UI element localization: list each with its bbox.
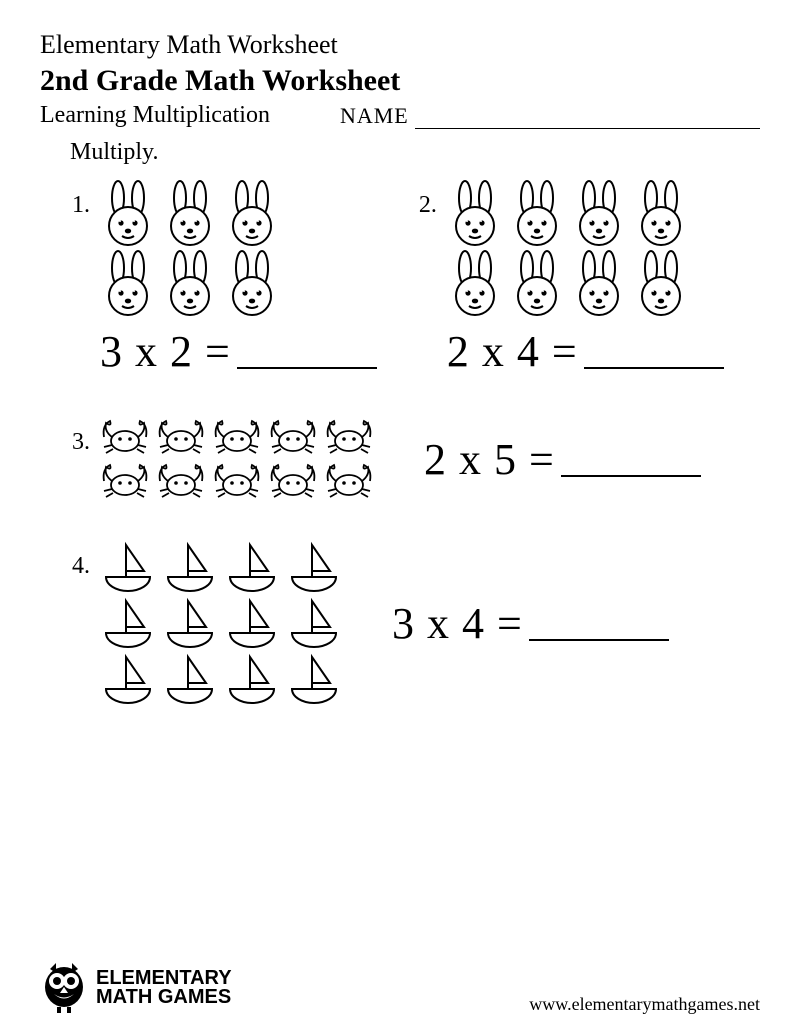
equation: 2 x 5 = <box>424 434 555 485</box>
sailboat-icon <box>286 653 342 705</box>
bunny-icon <box>633 180 689 246</box>
equation: 2 x 4 = <box>447 326 578 377</box>
sailboat-icon <box>162 597 218 649</box>
problem-2: 2. <box>447 180 724 377</box>
instruction: Multiply. <box>70 139 760 166</box>
crab-icon <box>268 461 318 501</box>
bunny-icon <box>162 180 218 246</box>
icon-grid <box>100 180 377 316</box>
sailboat-icon <box>100 597 156 649</box>
bunny-icon <box>447 180 503 246</box>
problem-number: 1. <box>72 192 90 219</box>
footer-url: www.elementarymathgames.net <box>529 994 760 1015</box>
icon-grid <box>100 417 374 501</box>
crab-icon <box>212 417 262 457</box>
problem-number: 2. <box>419 192 437 219</box>
page-title: 2nd Grade Math Worksheet <box>40 64 760 98</box>
problem-4: 4. <box>100 541 342 705</box>
crab-icon <box>324 461 374 501</box>
sailboat-icon <box>100 653 156 705</box>
bunny-icon <box>571 250 627 316</box>
answer-line[interactable] <box>237 367 377 369</box>
crab-icon <box>156 417 206 457</box>
crab-icon <box>156 461 206 501</box>
logo-line2: MATH GAMES <box>96 988 232 1007</box>
sailboat-icon <box>224 653 280 705</box>
problem-number: 3. <box>72 429 90 456</box>
icon-grid <box>100 541 342 705</box>
problem-1: 1. <box>100 180 377 377</box>
problem-3: 3. <box>100 417 374 501</box>
owl-icon <box>40 961 88 1015</box>
sailboat-icon <box>286 597 342 649</box>
bunny-icon <box>224 250 280 316</box>
sailboat-icon <box>100 541 156 593</box>
crab-icon <box>268 417 318 457</box>
crab-icon <box>324 417 374 457</box>
icon-grid <box>447 180 724 316</box>
bunny-icon <box>571 180 627 246</box>
equation: 3 x 4 = <box>392 598 523 649</box>
name-input-line[interactable] <box>415 108 760 129</box>
sailboat-icon <box>224 597 280 649</box>
bunny-icon <box>100 250 156 316</box>
sailboat-icon <box>162 541 218 593</box>
logo: ELEMENTARY MATH GAMES <box>40 961 232 1015</box>
bunny-icon <box>100 180 156 246</box>
super-title: Elementary Math Worksheet <box>40 30 760 60</box>
bunny-icon <box>509 250 565 316</box>
answer-line[interactable] <box>561 475 701 477</box>
answer-line[interactable] <box>584 367 724 369</box>
bunny-icon <box>633 250 689 316</box>
subtitle: Learning Multiplication <box>40 102 270 129</box>
bunny-icon <box>447 250 503 316</box>
answer-line[interactable] <box>529 639 669 641</box>
bunny-icon <box>224 180 280 246</box>
bunny-icon <box>509 180 565 246</box>
sailboat-icon <box>224 541 280 593</box>
sailboat-icon <box>162 653 218 705</box>
problem-number: 4. <box>72 553 90 580</box>
equation: 3 x 2 = <box>100 326 231 377</box>
name-label: NAME <box>340 103 409 129</box>
crab-icon <box>100 461 150 501</box>
bunny-icon <box>162 250 218 316</box>
sailboat-icon <box>286 541 342 593</box>
crab-icon <box>212 461 262 501</box>
crab-icon <box>100 417 150 457</box>
